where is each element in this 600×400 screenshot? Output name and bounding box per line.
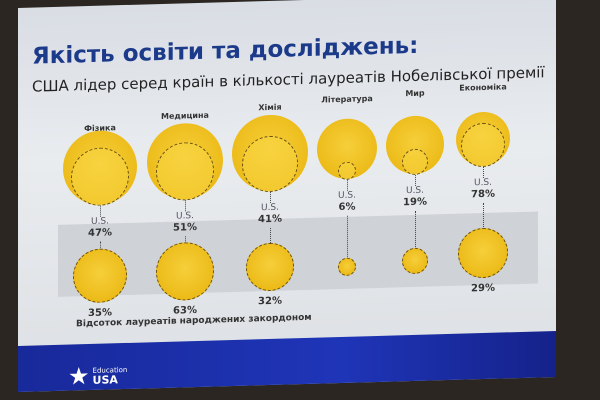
category-label: Економіка (459, 82, 507, 93)
foreign-born-circle (402, 247, 428, 275)
us-share-circle (461, 122, 505, 168)
education-usa-logo: ★ Education USA (68, 362, 128, 391)
foreign-born-circle (73, 247, 127, 304)
foreign-born-circle (156, 241, 214, 302)
slide: Якість освіти та досліджень: США лідер с… (18, 0, 556, 393)
foreign-born-circle (246, 242, 294, 292)
foreign-born-percent: 29% (471, 282, 495, 295)
category-column: Економіка U.S. 78% 29% (433, 0, 533, 380)
star-icon: ★ (68, 362, 90, 391)
foreign-born-circle (338, 257, 356, 277)
us-percent: 78% (471, 188, 495, 201)
foreign-born-circle (458, 227, 508, 279)
